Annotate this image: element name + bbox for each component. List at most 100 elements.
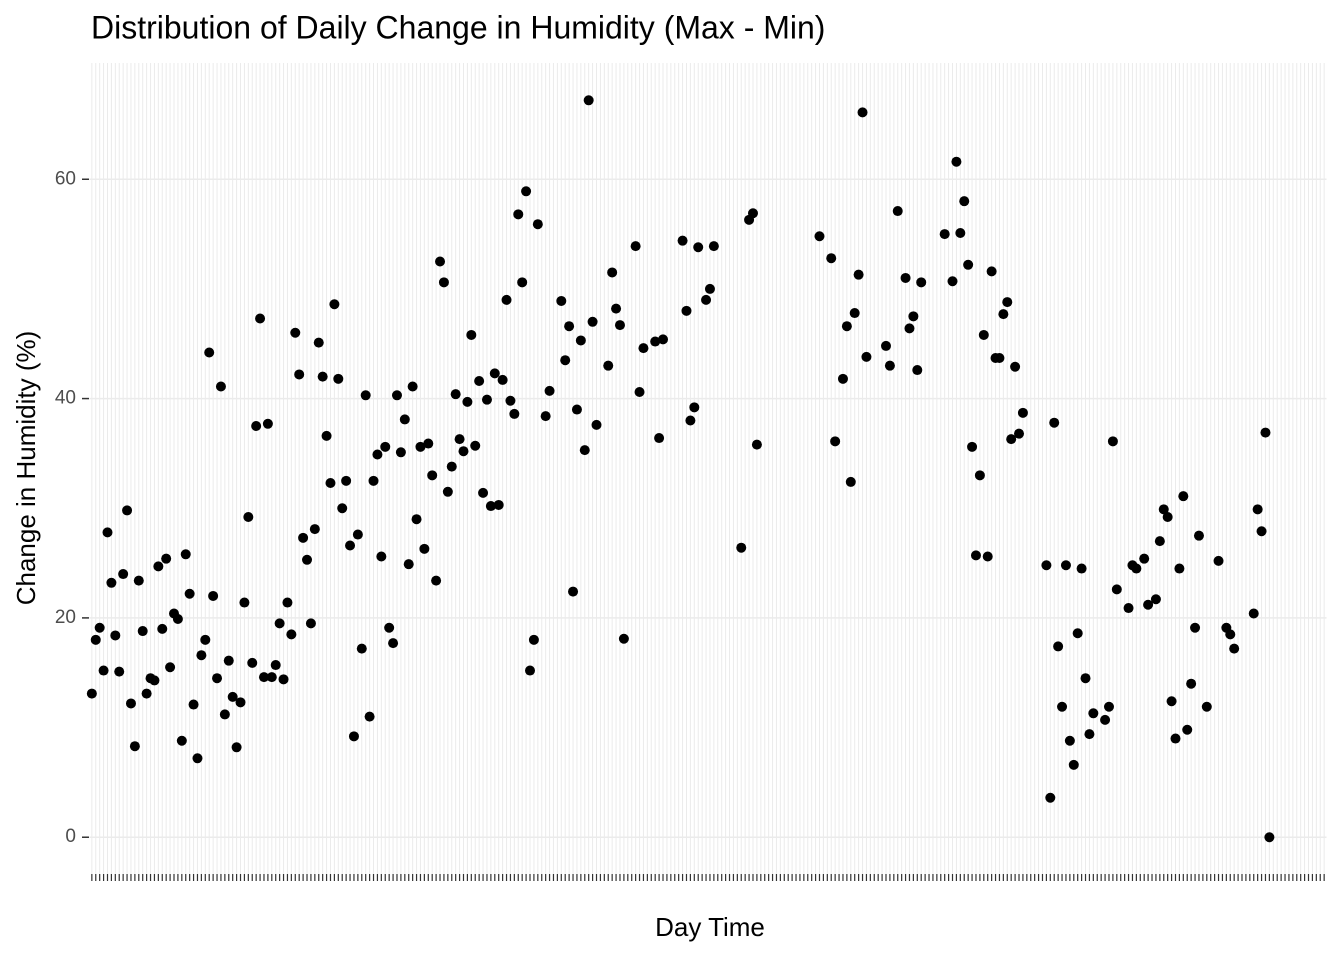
point [814, 231, 825, 242]
point [341, 475, 352, 486]
point [916, 277, 927, 288]
point [1166, 696, 1177, 707]
y-tick-label: 0 [65, 826, 76, 847]
point [1088, 708, 1099, 719]
point [1041, 560, 1052, 571]
point [125, 698, 136, 709]
point [176, 735, 187, 746]
point [1103, 701, 1114, 712]
point [650, 336, 661, 347]
point [1107, 436, 1118, 447]
point [212, 673, 223, 684]
point [118, 569, 129, 580]
point [391, 390, 402, 401]
point [974, 470, 985, 481]
point [360, 390, 371, 401]
point [509, 408, 520, 419]
point [571, 404, 582, 415]
point [258, 672, 269, 683]
point [525, 665, 536, 676]
point [841, 321, 852, 332]
point [708, 241, 719, 252]
point [423, 438, 434, 449]
point [611, 303, 622, 314]
y-axis-label: Change in Humidity (%) [11, 331, 41, 606]
point [446, 461, 457, 472]
point [368, 475, 379, 486]
point [1006, 434, 1017, 445]
point [1154, 536, 1165, 547]
point [208, 590, 219, 601]
point [947, 276, 958, 287]
point [192, 753, 203, 764]
point [411, 514, 422, 525]
point [880, 340, 891, 351]
point [294, 369, 305, 380]
point [736, 542, 747, 553]
point [317, 371, 328, 382]
point [1080, 673, 1091, 684]
x-axis-label: Day Time [655, 912, 765, 942]
point [970, 550, 981, 561]
point [493, 499, 504, 510]
point [1123, 603, 1134, 614]
point [1111, 584, 1122, 595]
point [184, 588, 195, 599]
point [270, 660, 281, 671]
point [1248, 608, 1259, 619]
point [654, 433, 665, 444]
point [1010, 361, 1021, 372]
point [1053, 641, 1064, 652]
point [399, 414, 410, 425]
point [693, 242, 704, 253]
point [438, 277, 449, 288]
point [521, 186, 532, 197]
point [337, 503, 348, 514]
point [884, 360, 895, 371]
point [329, 299, 340, 310]
point [1131, 563, 1142, 574]
point [309, 524, 320, 535]
point [305, 618, 316, 629]
point [904, 323, 915, 334]
point [403, 559, 414, 570]
point [325, 478, 336, 489]
point [196, 650, 207, 661]
point [1201, 701, 1212, 712]
point [564, 321, 575, 332]
point [685, 415, 696, 426]
point [1260, 427, 1271, 438]
point [1017, 407, 1028, 418]
point [1170, 733, 1181, 744]
point [481, 394, 492, 405]
point [986, 266, 997, 277]
point [955, 227, 966, 238]
point [133, 575, 144, 586]
point [215, 381, 226, 392]
point [603, 360, 614, 371]
point [1143, 599, 1154, 610]
y-tick-label: 40 [55, 388, 76, 409]
point [1158, 504, 1169, 515]
point [286, 629, 297, 640]
point [407, 381, 418, 392]
y-tick-label: 60 [55, 168, 76, 189]
point [560, 355, 571, 366]
point [1014, 428, 1025, 439]
point [298, 532, 309, 543]
point [364, 711, 375, 722]
point [1225, 629, 1236, 640]
point [751, 439, 762, 450]
point [1213, 555, 1224, 566]
point [658, 334, 669, 345]
point [435, 256, 446, 267]
point [630, 241, 641, 252]
point [247, 657, 258, 668]
point [110, 630, 121, 641]
point [474, 376, 485, 387]
point [223, 655, 234, 666]
chart-title: Distribution of Daily Change in Humidity… [91, 9, 825, 45]
point [149, 675, 160, 686]
point [262, 418, 273, 429]
